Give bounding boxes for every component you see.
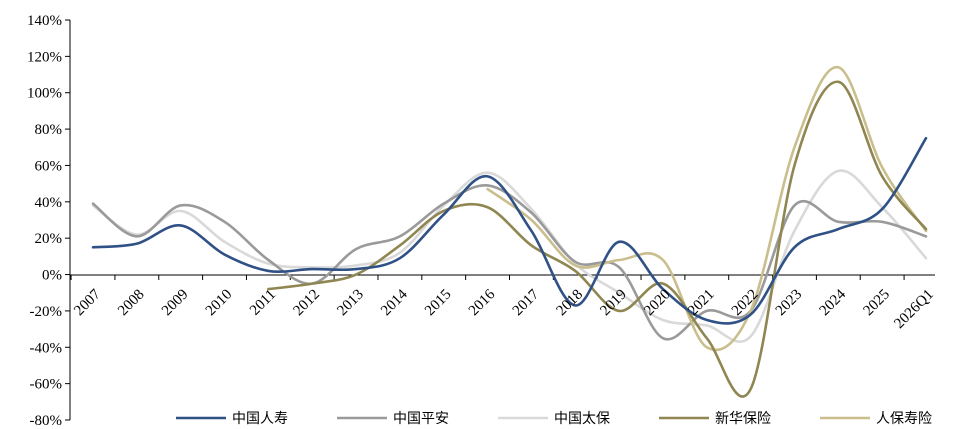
legend-label: 人保寿险 — [876, 410, 932, 427]
x-tick-label: 2010 — [203, 287, 236, 320]
y-tick-label: 40% — [35, 195, 63, 211]
legend-label: 中国人寿 — [232, 410, 288, 427]
legend-label: 中国平安 — [393, 411, 449, 427]
series-line-2 — [91, 184, 928, 341]
y-tick-label: 80% — [35, 122, 63, 138]
y-tick-label: 0% — [42, 268, 62, 284]
axes: -80% -60% -40% -20% 0% 20% 40% 60% 80% 100% 120% 14… — [27, 13, 935, 429]
y-tick-label: 140% — [27, 13, 62, 29]
x-tick-label: 2009 — [159, 287, 192, 320]
y-tick-label: -80% — [30, 413, 63, 429]
series-line-3 — [91, 169, 928, 343]
series-layer — [91, 65, 928, 398]
x-tick-label: 2024 — [817, 286, 850, 319]
legend: 中国人寿 中国平安 中国太保 新华保险 人保寿险 — [176, 410, 932, 427]
x-tick-label: 2007 — [71, 286, 104, 319]
series-line-4 — [267, 80, 928, 398]
y-tick-label: -40% — [30, 340, 63, 356]
x-tick-label: 2013 — [334, 287, 367, 320]
x-tick-label: 2019 — [597, 287, 630, 320]
y-tick-label: -20% — [30, 304, 63, 320]
series-line-1 — [91, 136, 928, 325]
x-tick-label: 2026Q1 — [891, 287, 936, 332]
x-tick-label: 2016 — [466, 286, 499, 319]
legend-label: 新华保险 — [715, 411, 771, 427]
y-tick-label: 100% — [27, 86, 62, 102]
y-tick-label: 60% — [35, 158, 63, 174]
y-tick-label: 120% — [27, 49, 62, 65]
x-tick-label: 2012 — [291, 287, 324, 320]
x-tick-label: 2015 — [422, 287, 455, 320]
x-tick-label: 2014 — [378, 286, 411, 319]
series-line-5 — [486, 65, 928, 352]
x-tick-label: 2025 — [860, 287, 893, 320]
y-tick-label: -60% — [30, 377, 63, 393]
x-tick-label: 2017 — [510, 286, 543, 319]
x-tick-label: 2008 — [115, 287, 148, 320]
x-tick-layer: 2007 2008 2009 2010 2011 2012 2013 2014 2015 2016… — [71, 286, 937, 332]
x-tick-label: 2023 — [773, 287, 806, 320]
legend-label: 中国太保 — [554, 411, 610, 427]
x-tick-label: 2011 — [247, 287, 279, 319]
y-tick-label: 20% — [35, 231, 63, 247]
